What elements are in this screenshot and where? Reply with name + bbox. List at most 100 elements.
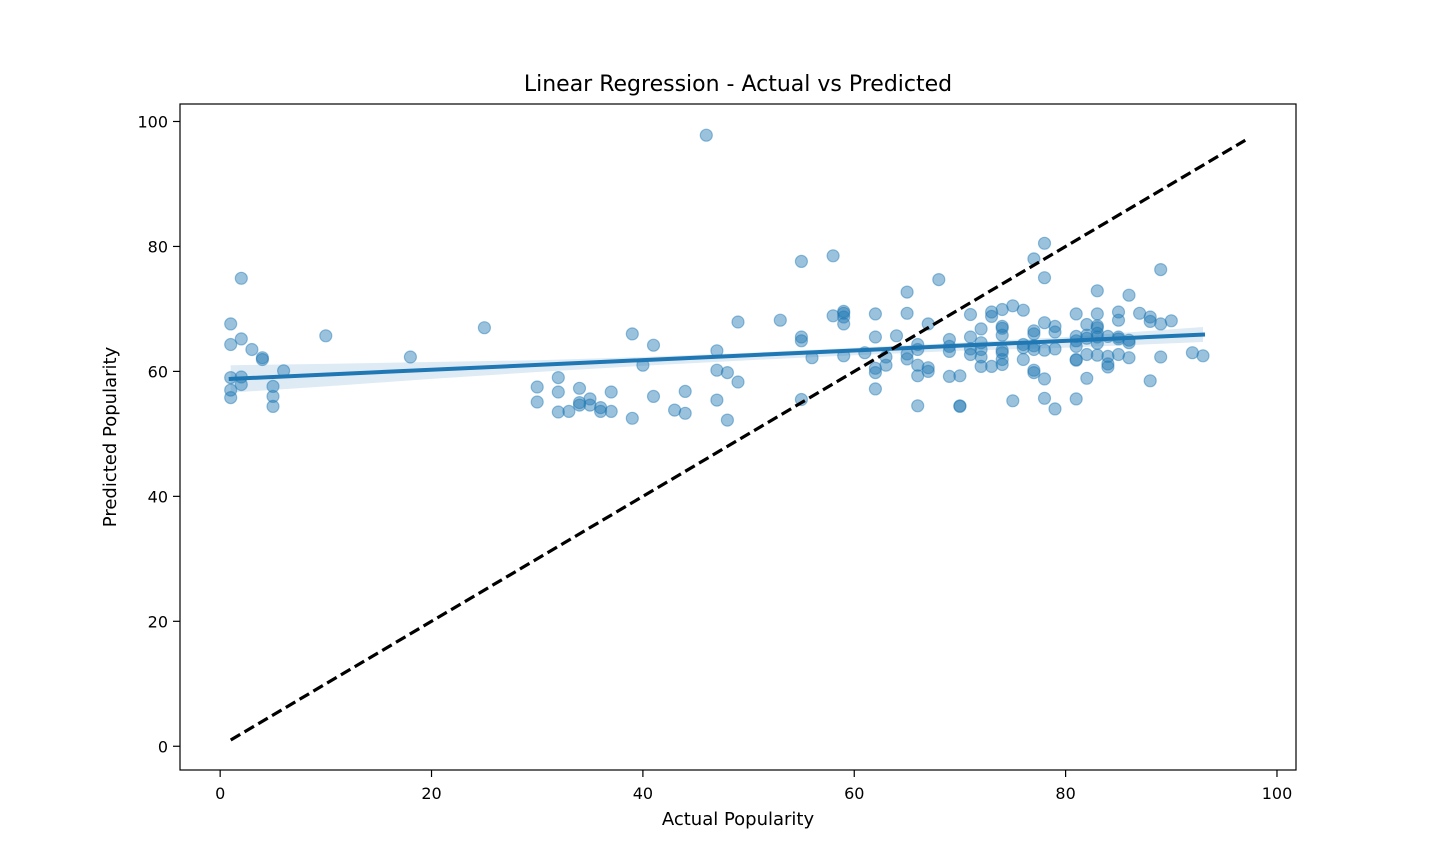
data-point bbox=[942, 369, 957, 383]
data-point bbox=[710, 363, 724, 377]
data-point bbox=[995, 357, 1009, 372]
data-point bbox=[266, 379, 280, 393]
data-point bbox=[678, 406, 692, 420]
data-point bbox=[266, 389, 280, 403]
chart-title: Linear Regression - Actual vs Predicted bbox=[524, 72, 952, 97]
data-point bbox=[773, 313, 787, 327]
data-point bbox=[1143, 314, 1157, 328]
regression-line bbox=[228, 332, 1206, 381]
data-point bbox=[1027, 363, 1041, 377]
data-point bbox=[984, 359, 999, 373]
data-point bbox=[1037, 343, 1052, 357]
data-point bbox=[224, 383, 238, 397]
data-point bbox=[1080, 371, 1094, 385]
data-point bbox=[868, 361, 883, 375]
data-point bbox=[604, 404, 618, 418]
data-point bbox=[794, 254, 809, 268]
data-point bbox=[1069, 353, 1083, 367]
data-point bbox=[974, 359, 988, 373]
data-point bbox=[963, 307, 978, 322]
data-point bbox=[667, 403, 682, 417]
data-point bbox=[868, 330, 883, 344]
data-point bbox=[572, 396, 587, 410]
data-point bbox=[953, 369, 967, 383]
data-point bbox=[477, 321, 491, 335]
data-point bbox=[593, 401, 608, 415]
data-point bbox=[572, 381, 587, 395]
identity-line bbox=[229, 138, 1247, 742]
data-point bbox=[1122, 351, 1136, 365]
data-point bbox=[1069, 392, 1083, 406]
data-point bbox=[562, 404, 576, 418]
y-axis-label: Predicted Popularity bbox=[100, 346, 121, 527]
data-point bbox=[1048, 402, 1062, 416]
data-point bbox=[1037, 316, 1052, 330]
x-tick-label: 100 bbox=[1262, 784, 1293, 803]
data-point bbox=[1143, 374, 1157, 388]
data-point bbox=[319, 329, 333, 343]
confidence-band bbox=[230, 327, 1203, 393]
data-point bbox=[995, 352, 1009, 367]
data-point bbox=[572, 398, 587, 412]
data-point bbox=[900, 306, 914, 320]
data-point bbox=[868, 382, 883, 396]
y-axis: 0 20 40 60 80 100 bbox=[137, 112, 180, 756]
data-point bbox=[551, 405, 565, 419]
data-point bbox=[984, 305, 999, 319]
x-tick-label: 0 bbox=[215, 784, 225, 803]
data-point bbox=[1101, 360, 1115, 374]
data-point bbox=[1111, 305, 1126, 319]
data-point bbox=[932, 273, 946, 287]
data-point bbox=[837, 317, 851, 331]
y-tick-label: 60 bbox=[148, 362, 168, 381]
data-point bbox=[1111, 347, 1126, 362]
data-point bbox=[963, 347, 978, 362]
data-point bbox=[1196, 349, 1210, 363]
data-point bbox=[974, 350, 988, 364]
data-point bbox=[963, 330, 978, 344]
x-tick-label: 40 bbox=[633, 784, 653, 803]
data-point bbox=[530, 395, 544, 409]
data-point bbox=[731, 375, 745, 389]
data-point bbox=[1027, 366, 1041, 380]
data-point bbox=[224, 391, 238, 405]
data-point bbox=[255, 352, 269, 367]
data-point bbox=[1016, 352, 1030, 367]
data-point bbox=[1154, 263, 1168, 277]
data-point bbox=[1080, 317, 1094, 332]
data-point bbox=[911, 399, 925, 413]
data-point bbox=[551, 371, 565, 385]
data-point bbox=[1048, 342, 1062, 356]
data-point bbox=[583, 392, 597, 406]
data-point bbox=[710, 393, 724, 407]
data-point bbox=[1154, 317, 1168, 331]
data-point bbox=[593, 404, 608, 418]
data-point bbox=[731, 315, 745, 329]
data-point bbox=[1090, 348, 1104, 362]
data-point bbox=[921, 361, 935, 375]
data-point bbox=[921, 364, 935, 378]
data-point bbox=[1101, 349, 1115, 363]
data-point bbox=[1027, 324, 1041, 338]
data-point bbox=[911, 369, 925, 383]
data-point bbox=[1090, 321, 1104, 335]
data-point bbox=[995, 319, 1009, 333]
data-point bbox=[1143, 310, 1157, 324]
data-point bbox=[1016, 303, 1030, 317]
data-point bbox=[889, 329, 904, 343]
data-point bbox=[1090, 284, 1104, 298]
data-point bbox=[953, 399, 967, 413]
data-point bbox=[224, 317, 238, 331]
data-point bbox=[953, 399, 967, 413]
data-point bbox=[245, 342, 259, 357]
data-point bbox=[995, 302, 1009, 317]
data-point bbox=[826, 309, 840, 323]
data-point bbox=[1154, 350, 1168, 364]
data-point bbox=[995, 321, 1009, 335]
data-point bbox=[879, 358, 893, 372]
data-point bbox=[837, 304, 851, 318]
data-point bbox=[530, 380, 544, 394]
data-point bbox=[625, 411, 639, 425]
x-tick-label: 80 bbox=[1055, 784, 1075, 803]
